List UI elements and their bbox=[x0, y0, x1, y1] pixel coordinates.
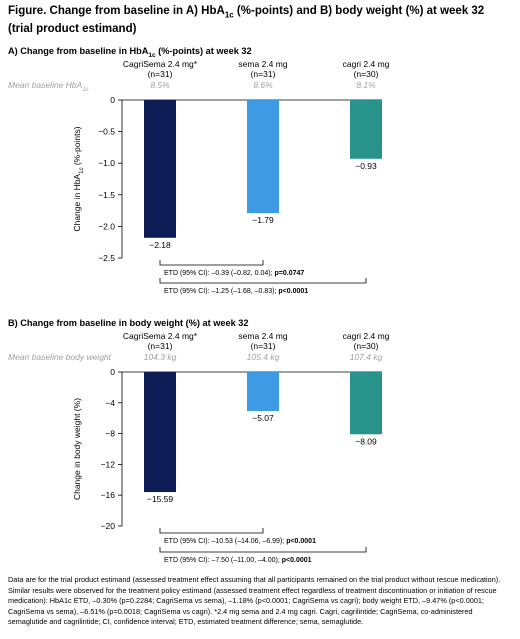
y-tick-label: −4 bbox=[105, 398, 115, 408]
category-n-label: (n=31) bbox=[148, 69, 173, 79]
category-n-label: (n=31) bbox=[148, 341, 173, 351]
panel-b-title: B) Change from baseline in body weight (… bbox=[8, 318, 248, 328]
footnote: Data are for the trial product estimand … bbox=[8, 575, 501, 626]
category-n-label: (n=31) bbox=[251, 69, 276, 79]
bar bbox=[247, 372, 279, 412]
y-tick-label: −1.0 bbox=[98, 158, 115, 168]
etd-label: ETD (95% CI): –0.39 (–0.82, 0.04); p=0.0… bbox=[164, 270, 304, 277]
y-tick-label: −2.5 bbox=[98, 253, 115, 263]
figure-title-subscript: 1c bbox=[224, 10, 234, 20]
y-tick-label: 0 bbox=[110, 367, 115, 377]
panel-b-title-text: B) Change from baseline in body weight (… bbox=[8, 318, 249, 328]
etd-label: ETD (95% CI): –1.25 (–1.68, –0.83); p<0.… bbox=[164, 288, 308, 295]
baseline-value: 8.5% bbox=[150, 80, 170, 90]
category-n-label: (n=30) bbox=[354, 341, 379, 351]
figure-title-part2: (%-points) and B) body weight (%) at wee… bbox=[233, 5, 485, 17]
y-tick-label: −20 bbox=[101, 521, 116, 531]
baseline-value: 8.6% bbox=[253, 80, 273, 90]
bar-value-label: −8.09 bbox=[355, 436, 377, 446]
panel-a-title-part1: A) Change from baseline in HbA bbox=[8, 46, 149, 56]
etd-label: ETD (95% CI): –10.53 (–14.06, –6.99); p<… bbox=[164, 538, 316, 545]
category-n-label: (n=30) bbox=[354, 69, 379, 79]
y-axis-label: Change in body weight (%) bbox=[72, 398, 82, 500]
y-axis-label: Change in HbA1c (%-points) bbox=[72, 126, 85, 231]
baseline-value: 104.3 kg bbox=[144, 352, 177, 362]
y-tick-label: −1.5 bbox=[98, 190, 115, 200]
category-label: sema 2.4 mg bbox=[238, 331, 287, 341]
bar bbox=[350, 100, 382, 159]
bar-value-label: −5.07 bbox=[252, 413, 274, 423]
baseline-value: 8.1% bbox=[356, 80, 376, 90]
baseline-value: 105.4 kg bbox=[247, 352, 280, 362]
bar-value-label: −15.59 bbox=[147, 494, 174, 504]
y-tick-label: 0 bbox=[110, 95, 115, 105]
bar bbox=[144, 372, 176, 493]
etd-bracket bbox=[159, 278, 367, 284]
y-tick-label: −16 bbox=[101, 490, 116, 500]
figure-title-part1: Figure. Change from baseline in A) HbA bbox=[8, 5, 225, 17]
baseline-label: Mean baseline body weight bbox=[8, 352, 112, 362]
y-tick-label: −2.0 bbox=[98, 221, 115, 231]
etd-bracket bbox=[159, 260, 264, 266]
figure-title-line2: (trial product estimand) bbox=[8, 23, 137, 36]
bar bbox=[144, 100, 176, 238]
bar-value-label: −0.93 bbox=[355, 161, 377, 171]
category-n-label: (n=31) bbox=[251, 341, 276, 351]
baseline-value: 107.4 kg bbox=[350, 352, 383, 362]
y-tick-label: −8 bbox=[105, 429, 115, 439]
panel-a-title-subscript: 1c bbox=[148, 51, 156, 59]
category-label: cagri 2.4 mg bbox=[343, 331, 390, 341]
y-tick-label: −0.5 bbox=[98, 127, 115, 137]
y-tick-label: −12 bbox=[101, 459, 116, 469]
hba1c-bar-chart: CagriSema 2.4 mg*(n=31)8.5%sema 2.4 mg(n… bbox=[8, 59, 390, 295]
bar-value-label: −2.18 bbox=[149, 240, 171, 250]
bar-value-label: −1.79 bbox=[252, 215, 274, 225]
etd-bracket bbox=[159, 528, 264, 534]
category-label: CagriSema 2.4 mg* bbox=[123, 59, 198, 69]
bar bbox=[350, 372, 382, 435]
etd-bracket bbox=[159, 547, 367, 553]
bar bbox=[247, 100, 279, 214]
etd-label: ETD (95% CI): –7.50 (–11.00, –4.00); p<0… bbox=[164, 557, 312, 564]
category-label: sema 2.4 mg bbox=[238, 59, 287, 69]
panel-a-title: A) Change from baseline in HbA1c (%-poin… bbox=[8, 46, 252, 59]
baseline-label: Mean baseline HbA1c bbox=[8, 80, 89, 93]
category-label: CagriSema 2.4 mg* bbox=[123, 331, 198, 341]
figure-title: Figure. Change from baseline in A) HbA1c… bbox=[8, 4, 513, 36]
panel-a-title-part2: (%-points) at week 32 bbox=[155, 46, 252, 56]
category-label: cagri 2.4 mg bbox=[343, 59, 390, 69]
